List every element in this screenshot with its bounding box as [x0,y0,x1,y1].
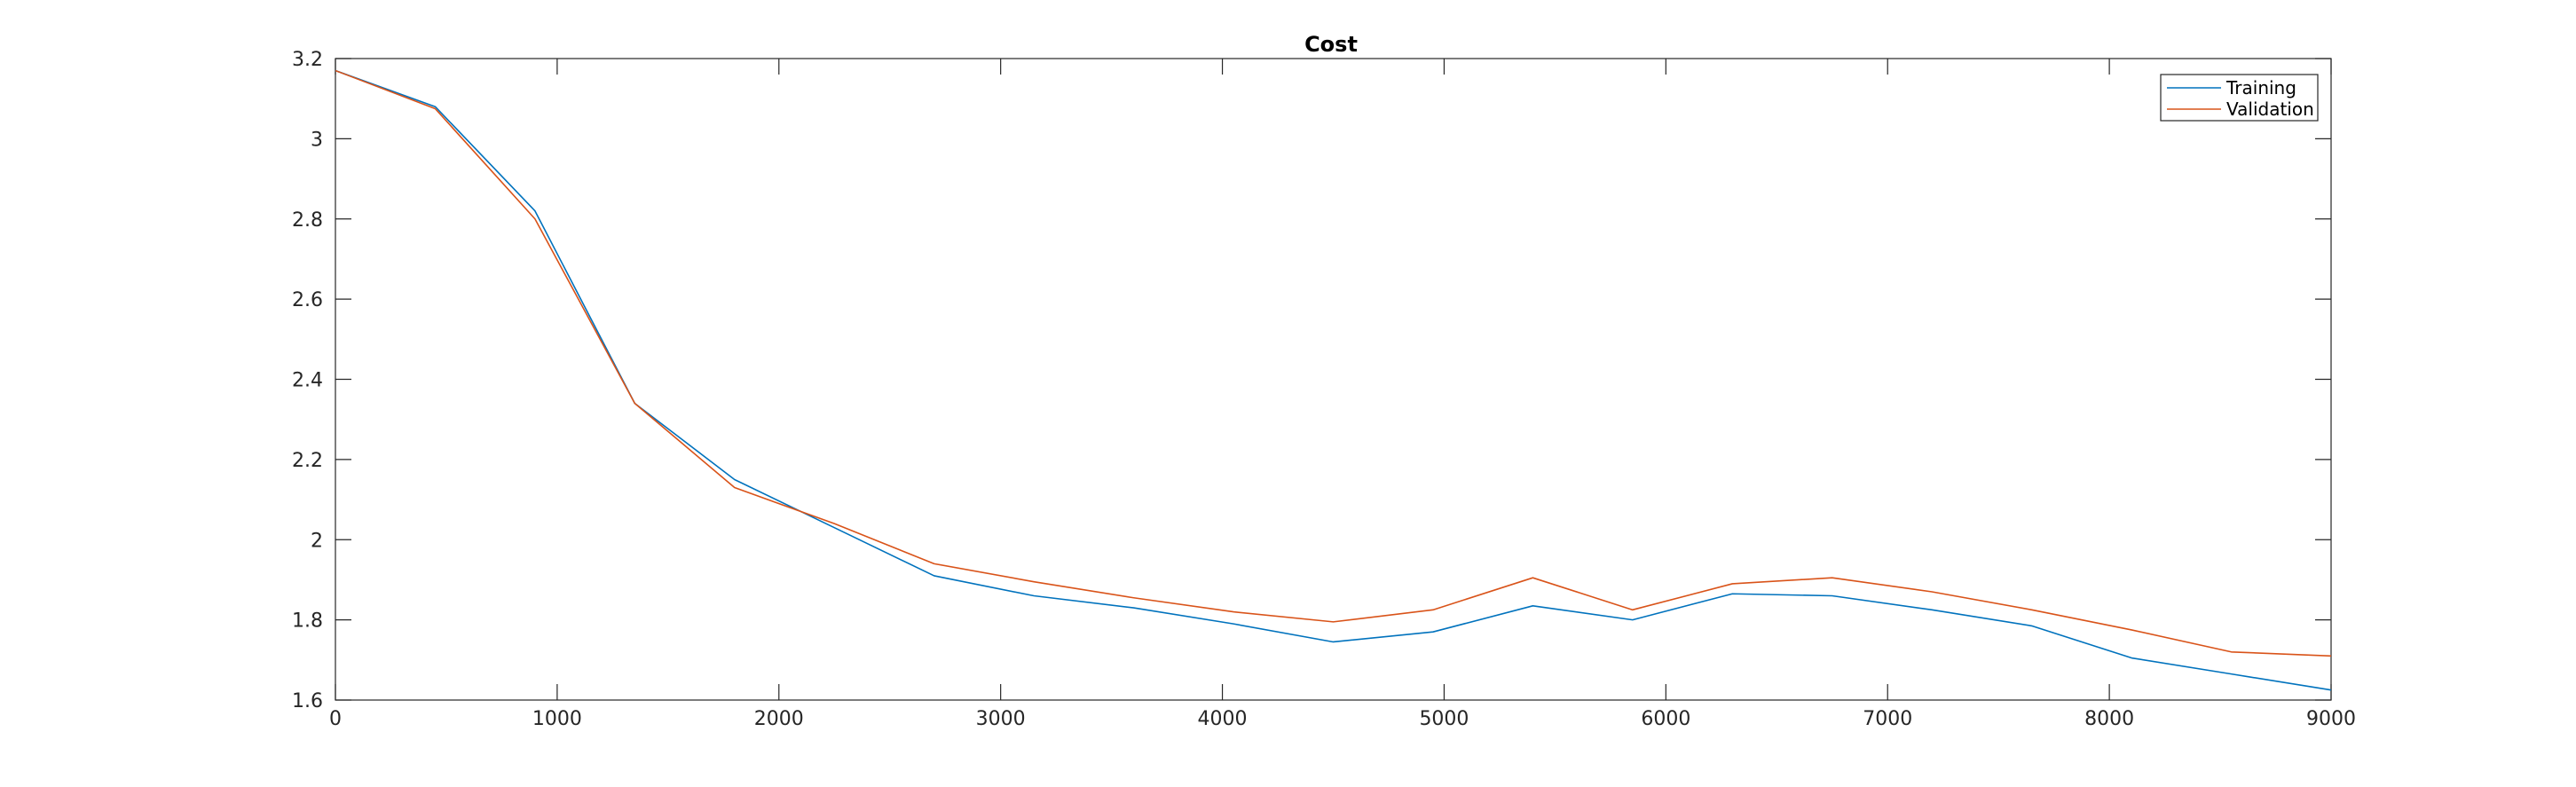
x-tick-label: 0 [329,708,342,730]
x-tick-label: 7000 [1863,708,1912,730]
x-tick-label: 3000 [976,708,1026,730]
legend-label-validation: Validation [2226,98,2314,120]
y-axis-ticks: 1.6 1.8 2 2.2 2.4 2.6 2.8 3 3.2 [292,49,2331,712]
y-tick-label: 1.8 [292,610,323,633]
y-tick-label: 1.6 [292,690,323,712]
axes [335,58,2332,701]
chart-title: Cost [1304,32,1358,57]
y-tick-label: 2.4 [292,370,323,392]
series-line-validation [335,69,2332,657]
x-tick-label: 9000 [2306,708,2356,730]
x-axis-ticks: 0 1000 2000 3000 4000 5000 6000 7000 8000 9000 [329,59,2356,730]
x-tick-label: 6000 [1641,708,1690,730]
y-tick-label: 2.6 [292,289,323,311]
y-tick-label: 2.8 [292,209,323,232]
legend-label-training: Training [2225,77,2296,98]
plot-area-frame [335,58,2332,701]
x-tick-label: 1000 [532,708,582,730]
x-tick-label: 2000 [754,708,804,730]
x-tick-label: 4000 [1198,708,1248,730]
x-tick-label: 8000 [2084,708,2134,730]
y-tick-label: 2 [311,530,323,552]
y-tick-label: 3.2 [292,49,323,71]
x-tick-label: 5000 [1419,708,1469,730]
y-tick-label: 3 [311,129,323,151]
plot-series [335,69,2332,691]
legend-box [2160,74,2319,122]
y-tick-label: 2.2 [292,450,323,472]
series-line-training [335,69,2332,691]
